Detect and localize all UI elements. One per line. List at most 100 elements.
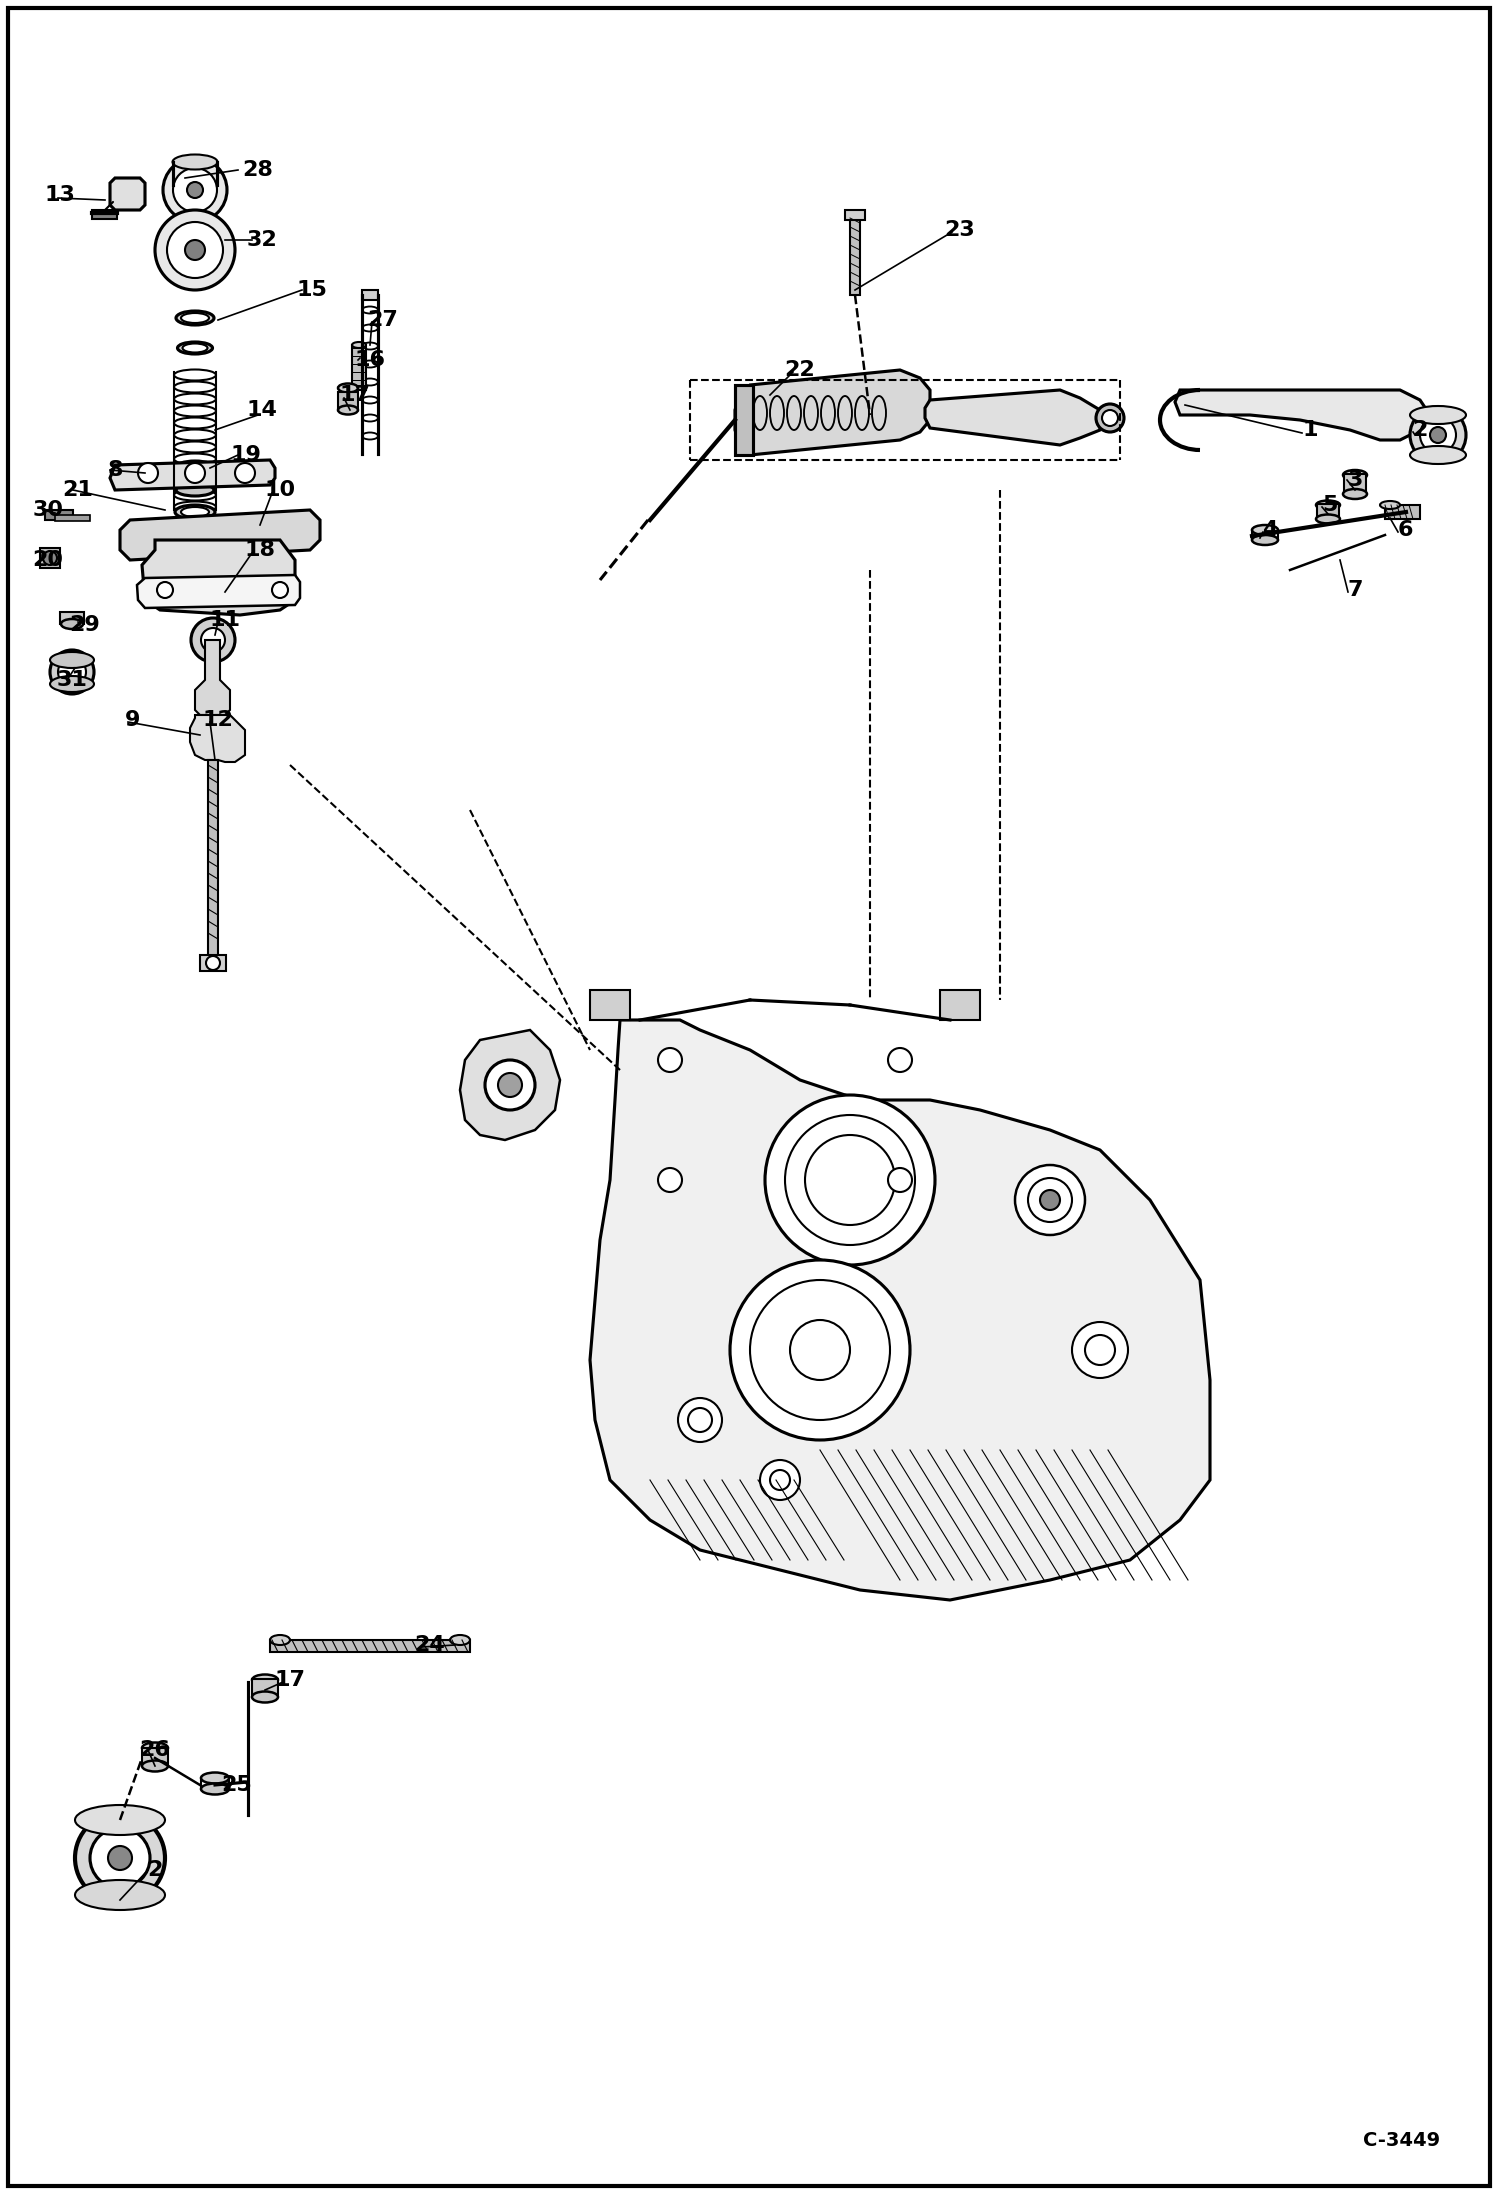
Polygon shape: [109, 178, 145, 211]
Text: 16: 16: [355, 351, 385, 371]
Circle shape: [1420, 417, 1456, 452]
Circle shape: [770, 1470, 789, 1490]
Ellipse shape: [181, 507, 210, 518]
Circle shape: [789, 1321, 849, 1380]
Bar: [40, 548, 60, 568]
Ellipse shape: [181, 463, 210, 474]
Bar: [845, 211, 864, 219]
Circle shape: [658, 1167, 682, 1191]
Text: 5: 5: [1323, 496, 1338, 516]
Circle shape: [1028, 1178, 1073, 1222]
Text: 30: 30: [33, 500, 63, 520]
Bar: [1317, 505, 1339, 520]
Polygon shape: [736, 371, 930, 454]
Text: 29: 29: [69, 614, 100, 634]
Ellipse shape: [1380, 500, 1401, 509]
Circle shape: [154, 211, 235, 290]
Circle shape: [166, 222, 223, 279]
Ellipse shape: [177, 342, 213, 353]
Text: 24: 24: [415, 1635, 445, 1654]
Circle shape: [49, 649, 94, 693]
Bar: [60, 612, 84, 623]
Ellipse shape: [1252, 524, 1278, 535]
Ellipse shape: [175, 485, 214, 496]
Ellipse shape: [142, 1760, 168, 1771]
Ellipse shape: [75, 1880, 165, 1911]
Ellipse shape: [1317, 500, 1341, 509]
Text: 18: 18: [244, 540, 276, 559]
Ellipse shape: [172, 154, 217, 169]
Circle shape: [765, 1095, 935, 1266]
Circle shape: [184, 463, 205, 483]
Text: 6: 6: [1398, 520, 1413, 540]
Text: 17: 17: [274, 1670, 306, 1689]
Circle shape: [90, 1828, 150, 1889]
Ellipse shape: [1410, 406, 1467, 423]
Ellipse shape: [449, 1635, 470, 1646]
Circle shape: [1073, 1323, 1128, 1378]
Circle shape: [679, 1398, 722, 1441]
Bar: [201, 954, 226, 972]
Ellipse shape: [1344, 489, 1368, 498]
Circle shape: [759, 1459, 800, 1501]
Circle shape: [184, 239, 205, 261]
Ellipse shape: [1317, 516, 1341, 524]
Text: 4: 4: [1263, 520, 1278, 540]
Circle shape: [485, 1060, 535, 1110]
Text: 12: 12: [202, 711, 234, 731]
Circle shape: [75, 1812, 165, 1902]
Ellipse shape: [75, 1806, 165, 1834]
Polygon shape: [1174, 391, 1431, 441]
Circle shape: [1040, 1189, 1061, 1211]
Circle shape: [273, 581, 288, 599]
Ellipse shape: [339, 406, 358, 415]
Circle shape: [1097, 404, 1124, 432]
Text: 11: 11: [210, 610, 241, 630]
Ellipse shape: [175, 461, 216, 474]
Circle shape: [1410, 408, 1467, 463]
Polygon shape: [190, 715, 246, 761]
Text: 27: 27: [367, 309, 398, 329]
Bar: [339, 393, 358, 410]
Ellipse shape: [270, 1635, 291, 1646]
Bar: [1344, 474, 1366, 494]
Circle shape: [108, 1845, 132, 1869]
Ellipse shape: [181, 314, 210, 323]
Polygon shape: [120, 509, 321, 559]
Text: 13: 13: [45, 184, 75, 204]
Circle shape: [58, 658, 85, 687]
Text: 21: 21: [63, 480, 93, 500]
Bar: [1386, 505, 1420, 520]
Text: 1: 1: [1302, 419, 1318, 441]
Ellipse shape: [183, 344, 208, 353]
Circle shape: [730, 1259, 909, 1439]
Text: 2: 2: [147, 1861, 163, 1880]
Ellipse shape: [175, 505, 216, 520]
Circle shape: [888, 1049, 912, 1073]
Ellipse shape: [49, 652, 94, 667]
Ellipse shape: [252, 1674, 279, 1685]
Ellipse shape: [61, 619, 82, 630]
Ellipse shape: [352, 342, 366, 349]
Ellipse shape: [1410, 445, 1467, 463]
Circle shape: [688, 1409, 712, 1433]
Circle shape: [750, 1279, 890, 1420]
Polygon shape: [136, 575, 300, 608]
Bar: [270, 1639, 470, 1652]
Circle shape: [658, 1049, 682, 1073]
Bar: [252, 1678, 279, 1696]
Polygon shape: [142, 540, 295, 614]
Bar: [55, 516, 90, 520]
Circle shape: [804, 1134, 894, 1224]
Ellipse shape: [252, 1692, 279, 1703]
Bar: [363, 290, 377, 301]
Circle shape: [187, 182, 204, 197]
Circle shape: [192, 619, 235, 663]
Bar: [849, 215, 860, 294]
Circle shape: [201, 627, 225, 652]
Ellipse shape: [49, 676, 94, 691]
Text: 22: 22: [785, 360, 815, 380]
Circle shape: [1103, 410, 1118, 426]
Text: 8: 8: [108, 461, 123, 480]
Polygon shape: [109, 461, 276, 489]
